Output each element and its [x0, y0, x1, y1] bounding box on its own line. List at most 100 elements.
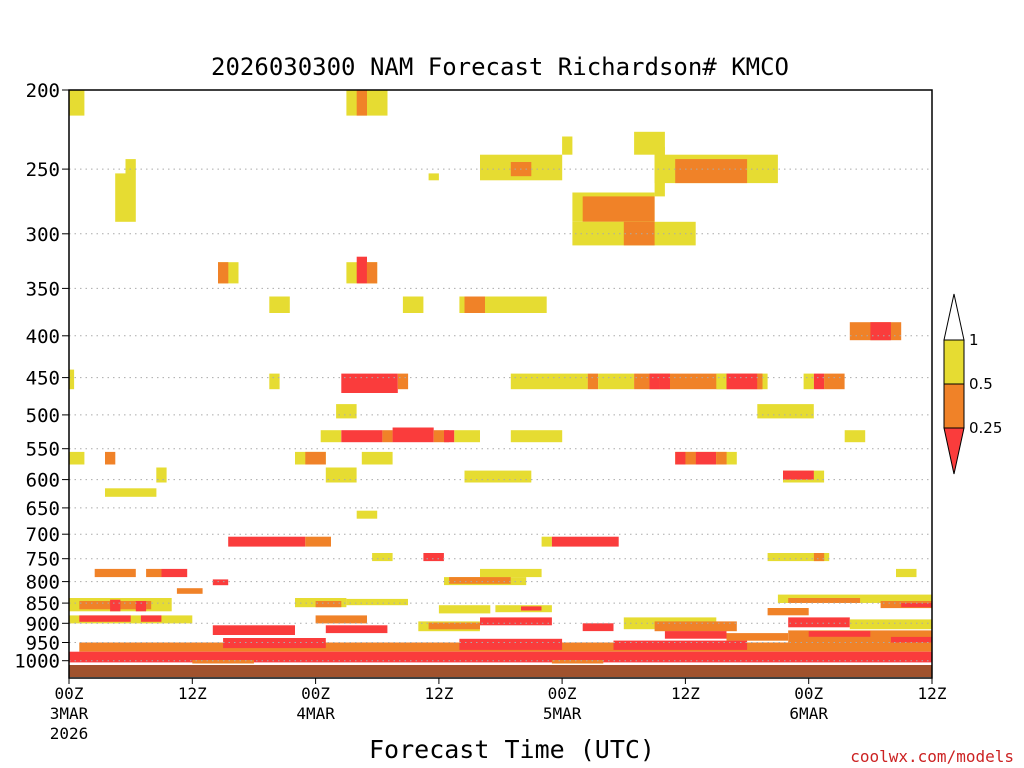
- chart-title: 2026030300 NAM Forecast Richardson# KMCO: [211, 53, 789, 81]
- ri-cell-red-123: [808, 631, 871, 637]
- ri-cell-red-104: [901, 603, 932, 608]
- x-tick-label-0-1: 3MAR: [50, 704, 89, 723]
- x-tick-label-24-0: 00Z: [301, 684, 330, 703]
- ri-cell-orange-66: [716, 451, 727, 465]
- ri-cell-yellow-5: [125, 159, 136, 222]
- ri-cell-orange-131: [192, 660, 254, 664]
- plot-frame: [68, 89, 933, 679]
- ground-bar: [69, 665, 932, 677]
- ri-cell-yellow-0: [69, 90, 85, 116]
- ri-cell-yellow-32: [510, 373, 588, 390]
- ri-cell-yellow-34: [598, 373, 635, 390]
- y-tick-label-250: 250: [26, 159, 60, 181]
- ri-cell-orange-109: [315, 615, 367, 624]
- y-tick-label-600: 600: [26, 470, 60, 492]
- legend-bin-0.25-0.5: [943, 383, 965, 429]
- ri-cell-red-52: [444, 430, 455, 443]
- ri-cell-orange-82: [94, 568, 136, 578]
- ri-cell-orange-16: [623, 221, 655, 246]
- y-tick-label-450: 450: [26, 368, 60, 390]
- ri-cell-red-30: [341, 373, 398, 393]
- ri-cell-red-126: [223, 638, 326, 649]
- y-tick-label-950: 950: [26, 633, 60, 655]
- ri-cell-yellow-23: [402, 296, 424, 313]
- legend-bin-0.5-1: [943, 339, 965, 385]
- ri-cell-yellow-86: [896, 568, 917, 578]
- legend-bin-lt0.25: [943, 427, 965, 475]
- ri-cell-red-89: [212, 579, 229, 586]
- ri-cell-orange-2: [356, 90, 367, 116]
- y-tick-label-900: 900: [26, 613, 60, 635]
- ri-cell-red-127: [459, 638, 563, 650]
- ri-cell-orange-33: [587, 373, 599, 390]
- ri-cell-orange-44: [824, 373, 845, 390]
- ri-cell-red-93: [110, 599, 121, 612]
- ri-cell-red-129: [69, 651, 932, 663]
- legend-label-0.25: 0.25: [969, 419, 1002, 437]
- y-axis: 200 250 300 350 400 450 500 550 600 650 700 7508008…: [14, 80, 69, 673]
- y-tick-label-700: 700: [26, 524, 60, 546]
- ri-cell-red-128: [613, 640, 748, 650]
- ri-cell-yellow-80: [767, 553, 830, 562]
- ri-cell-red-43: [813, 373, 825, 390]
- ri-cell-yellow-38: [716, 373, 727, 390]
- ri-cell-orange-81: [813, 553, 825, 562]
- ri-cell-red-74: [228, 536, 306, 547]
- ri-cell-yellow-85: [480, 568, 542, 578]
- ri-cell-yellow-69: [464, 470, 532, 483]
- ri-cell-red-77: [551, 536, 619, 547]
- ri-cell-red-117: [212, 625, 295, 635]
- ri-cell-orange-31: [397, 373, 409, 390]
- ri-cell-yellow-67: [325, 467, 357, 483]
- y-tick-label-650: 650: [26, 498, 60, 520]
- ri-cell-yellow-29: [269, 373, 280, 390]
- ri-cell-yellow-54: [510, 430, 563, 443]
- y-tick-label-800: 800: [26, 572, 60, 594]
- ri-cell-orange-21: [366, 262, 378, 284]
- ri-cell-orange-49: [382, 430, 393, 443]
- x-tick-label-48-0: 00Z: [548, 684, 577, 703]
- ri-cell-orange-60: [305, 451, 326, 465]
- legend-bin-ge1: [943, 293, 965, 341]
- ri-cell-yellow-68: [156, 467, 167, 483]
- x-tick-label-84-0: 12Z: [918, 684, 947, 703]
- ri-cell-yellow-61: [361, 451, 393, 465]
- x-tick-label-48-1: 5MAR: [543, 704, 582, 723]
- x-tick-label-12-0: 12Z: [178, 684, 207, 703]
- ri-cell-red-79: [423, 553, 444, 562]
- ri-cell-yellow-72: [105, 488, 157, 497]
- ri-cell-yellow-55: [844, 430, 866, 443]
- ri-cell-orange-130: [551, 660, 604, 664]
- ri-cell-orange-121: [726, 633, 789, 641]
- ri-cell-orange-83: [146, 568, 162, 578]
- ri-cell-orange-102: [788, 598, 861, 603]
- x-tick-label-24-1: 4MAR: [296, 704, 335, 723]
- y-tick-label-400: 400: [26, 326, 60, 348]
- ri-cell-yellow-47: [320, 430, 342, 443]
- ri-cell-orange-18: [218, 262, 229, 284]
- ri-cell-red-124: [890, 636, 932, 643]
- x-axis-title: Forecast Time (UTC): [369, 735, 655, 764]
- ri-cell-red-115: [788, 617, 850, 628]
- pressure-gridlines: [69, 168, 932, 662]
- y-tick-label-350: 350: [26, 278, 60, 300]
- y-tick-label-850: 850: [26, 593, 60, 615]
- ri-cell-yellow-98: [438, 605, 491, 614]
- ri-cell-red-27: [870, 322, 891, 341]
- x-tick-label-60-0: 12Z: [671, 684, 700, 703]
- legend-label-1: 1: [969, 331, 979, 349]
- ri-cell-yellow-73: [356, 510, 378, 519]
- ri-cell-red-108: [140, 615, 162, 622]
- x-tick-label-72-0: 00Z: [794, 684, 823, 703]
- y-tick-label-1000: 1000: [14, 651, 60, 673]
- x-tick-label-0-2: 2026: [50, 724, 89, 743]
- ri-cell-orange-25: [464, 296, 485, 313]
- ri-cell-red-118: [325, 625, 388, 634]
- credit-text: coolwx.com/models: [850, 747, 1014, 766]
- ri-cell-yellow-6: [115, 173, 126, 222]
- ri-cell-red-112: [480, 617, 552, 626]
- ri-cell-yellow-41: [762, 373, 768, 390]
- ri-cell-red-65: [695, 451, 717, 465]
- ri-cell-orange-114: [654, 621, 737, 632]
